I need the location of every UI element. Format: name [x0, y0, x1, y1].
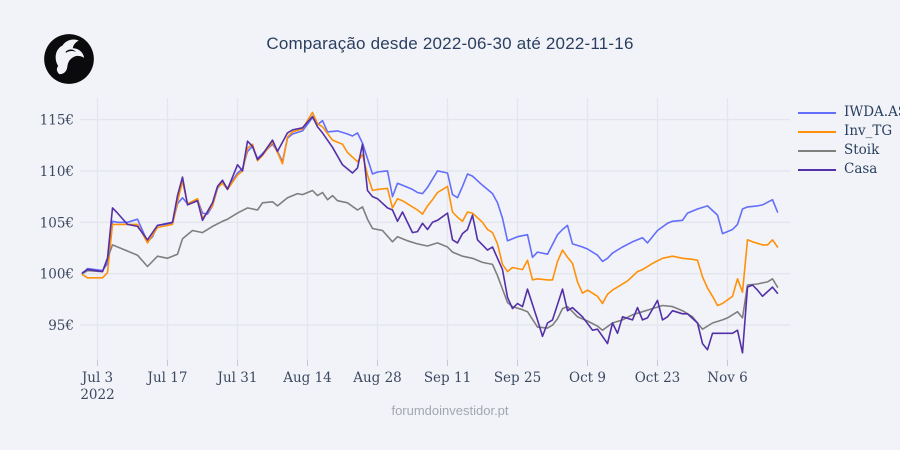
x-tick-label: Aug 14	[282, 370, 332, 386]
x-tick-label: Jul 17	[146, 370, 188, 386]
legend-label: IWDA.AS	[844, 104, 900, 120]
legend-item-Casa[interactable]: Casa	[798, 160, 900, 179]
series-line-Stoik	[81, 189, 779, 332]
legend-item-Inv_TG[interactable]: Inv_TG	[798, 122, 900, 141]
x-tick-sublabel: 2022	[80, 387, 114, 403]
bull-icon	[44, 34, 94, 84]
x-tick-label: Jul 31	[216, 370, 258, 386]
y-tick-label: 115€	[40, 113, 74, 129]
series-line-Casa	[81, 115, 779, 354]
x-tick-label: Sep 11	[424, 370, 471, 386]
y-tick-label: 105€	[40, 215, 74, 231]
y-tick-label: 100€	[40, 267, 74, 283]
series-line-Inv_TG	[81, 111, 779, 307]
site-logo	[42, 32, 96, 86]
legend-swatch-Casa	[798, 168, 836, 171]
y-tick-label: 95€	[48, 318, 74, 334]
x-tick-label: Nov 6	[707, 370, 747, 386]
legend-swatch-Stoik	[798, 149, 836, 152]
chart-legend: IWDA.AS Inv_TG Stoik Casa	[798, 103, 900, 179]
legend-swatch-IWDA.AS	[798, 111, 836, 114]
legend-label: Inv_TG	[844, 123, 893, 139]
x-tick-label: Oct 23	[635, 370, 681, 386]
x-tick-label: Oct 9	[569, 370, 606, 386]
watermark: forumdoinvestidor.pt	[391, 403, 509, 418]
chart-title: Comparação desde 2022-06-30 até 2022-11-…	[266, 34, 634, 53]
legend-item-IWDA.AS[interactable]: IWDA.AS	[798, 103, 900, 122]
legend-label: Stoik	[844, 142, 880, 158]
legend-label: Casa	[844, 161, 878, 177]
series-line-IWDA.AS	[81, 116, 779, 275]
legend-item-Stoik[interactable]: Stoik	[798, 141, 900, 160]
y-tick-label: 110€	[40, 164, 74, 180]
x-tick-label: Sep 25	[494, 370, 541, 386]
x-tick-label: Aug 28	[352, 370, 402, 386]
x-tick-label: Jul 3	[80, 370, 113, 386]
legend-swatch-Inv_TG	[798, 130, 836, 133]
